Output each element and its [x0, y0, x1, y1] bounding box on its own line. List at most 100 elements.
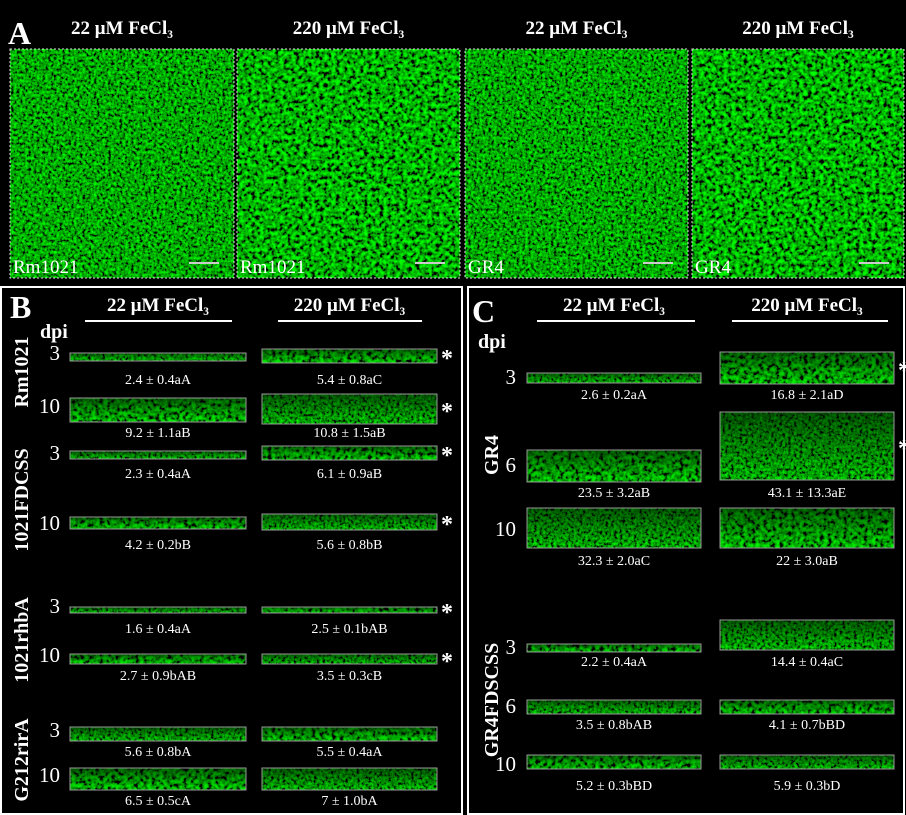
section-shade: [262, 768, 437, 790]
significance-mark: *: [441, 649, 453, 675]
significance-mark: *: [441, 399, 453, 425]
strain-label: 1021FDCSS: [11, 448, 33, 551]
thickness-value: 2.7 ± 0.9bAB: [120, 669, 196, 684]
dpi-value: 10: [495, 517, 516, 541]
dpi-value: 10: [39, 511, 60, 535]
thickness-value: 32.3 ± 2.0aC: [578, 554, 650, 569]
dpi-value: 10: [495, 752, 516, 776]
section-shade: [262, 349, 437, 363]
dpi-value: 3: [50, 718, 61, 742]
section-shade: [70, 607, 246, 613]
section-shade: [262, 727, 437, 741]
micrograph: [237, 49, 460, 278]
thickness-value: 14.4 ± 0.4aC: [771, 655, 843, 670]
thickness-value: 6.1 ± 0.9aB: [317, 467, 382, 482]
thickness-value: 2.6 ± 0.2aA: [581, 388, 648, 403]
dpi-value: 10: [39, 643, 60, 667]
section-shade: [527, 373, 701, 383]
strain-label: 1021rhbA: [11, 597, 33, 683]
section-shade: [70, 398, 246, 422]
micrograph: [692, 49, 904, 278]
section-shade: [262, 446, 437, 460]
section-shade: [262, 514, 437, 530]
micrograph: [465, 49, 688, 278]
thickness-value: 5.6 ± 0.8bA: [125, 745, 193, 760]
section-shade: [720, 700, 894, 714]
dpi-value: 10: [39, 763, 60, 787]
column-header: 22 μM FeCl₃: [526, 18, 628, 39]
dpi-value: 3: [50, 441, 61, 465]
thickness-value: 4.2 ± 0.2bB: [125, 538, 191, 553]
thickness-value: 5.9 ± 0.3bD: [774, 779, 841, 794]
column-header: 220 μM FeCl₃: [294, 295, 406, 316]
thickness-value: 1.6 ± 0.4aA: [125, 622, 192, 637]
dpi-value: 3: [506, 635, 517, 659]
dpi-value: 3: [50, 341, 61, 365]
dpi-value: 10: [39, 394, 60, 418]
thickness-value: 23.5 ± 3.2aB: [578, 486, 650, 501]
thickness-value: 4.1 ± 0.7bBD: [769, 718, 845, 733]
thickness-value: 43.1 ± 13.3aE: [768, 486, 846, 501]
panel-label: C: [472, 293, 495, 329]
thickness-value: 5.5 ± 0.4aA: [316, 745, 383, 760]
column-header: 220 μM FeCl₃: [742, 18, 854, 39]
thickness-value: 2.4 ± 0.4aA: [125, 373, 192, 388]
dpi-label: dpi: [478, 331, 506, 353]
section-shade: [527, 508, 701, 548]
column-header: 22 μM FeCl₃: [71, 18, 173, 39]
section-shade: [262, 654, 437, 664]
significance-mark: *: [441, 346, 453, 372]
dpi-value: 3: [50, 594, 61, 618]
section-shade: [70, 654, 246, 664]
section-shade: [720, 755, 894, 769]
section-shade: [70, 451, 246, 459]
strain-label: GR4: [481, 435, 503, 475]
strain-label: G212rirA: [11, 718, 33, 802]
thickness-value: 3.5 ± 0.3cB: [317, 669, 382, 684]
thickness-value: 9.2 ± 1.1aB: [125, 426, 190, 441]
section-shade: [70, 353, 246, 361]
section-shade: [720, 508, 894, 548]
thickness-value: 5.6 ± 0.8bB: [316, 538, 382, 553]
dpi-value: 3: [506, 365, 517, 389]
thickness-value: 5.2 ± 0.3bBD: [576, 779, 652, 794]
column-header: 220 μM FeCl₃: [293, 18, 405, 39]
thickness-value: 2.5 ± 0.1bAB: [311, 622, 387, 637]
section-shade: [527, 450, 701, 482]
significance-mark: *: [898, 358, 906, 384]
section-shade: [262, 394, 437, 424]
thickness-value: 6.5 ± 0.5cA: [125, 794, 192, 809]
significance-mark: *: [441, 600, 453, 626]
thickness-value: 16.8 ± 2.1aD: [770, 388, 843, 403]
strain-label: Rm1021: [11, 336, 33, 407]
micrograph: [10, 49, 234, 278]
dpi-value: 6: [506, 453, 517, 477]
thickness-value: 2.3 ± 0.4aA: [125, 467, 192, 482]
column-header: 220 μM FeCl₃: [751, 295, 863, 316]
strain-label: GR4FDSCSS: [481, 643, 503, 757]
caption: GR4: [695, 257, 731, 278]
significance-mark: *: [441, 443, 453, 469]
caption: Rm1021: [240, 257, 305, 278]
section-shade: [527, 644, 701, 652]
caption: GR4: [468, 257, 504, 278]
significance-mark: *: [898, 436, 906, 462]
caption: Rm1021: [13, 257, 78, 278]
column-header: 22 μM FeCl₃: [107, 295, 209, 316]
column-header: 22 μM FeCl₃: [563, 295, 665, 316]
panel-label: B: [10, 289, 31, 325]
section-shade: [720, 412, 894, 480]
dpi-label: dpi: [40, 321, 68, 343]
significance-mark: *: [441, 512, 453, 538]
figure: A 22 μM FeCl₃ Rm1021 220 μM FeCl₃ Rm1021 22 μ…: [0, 0, 906, 815]
thickness-value: 5.4 ± 0.8aC: [317, 373, 382, 388]
thickness-value: 3.5 ± 0.8bAB: [576, 718, 652, 733]
section-shade: [70, 727, 246, 741]
section-shade: [262, 607, 437, 613]
thickness-value: 22 ± 3.0aB: [776, 554, 838, 569]
thickness-value: 2.2 ± 0.4aA: [581, 655, 648, 670]
section-shade: [720, 352, 894, 384]
thickness-value: 7 ± 1.0bA: [321, 794, 378, 809]
panel-label: A: [8, 15, 31, 51]
section-shade: [70, 517, 246, 529]
